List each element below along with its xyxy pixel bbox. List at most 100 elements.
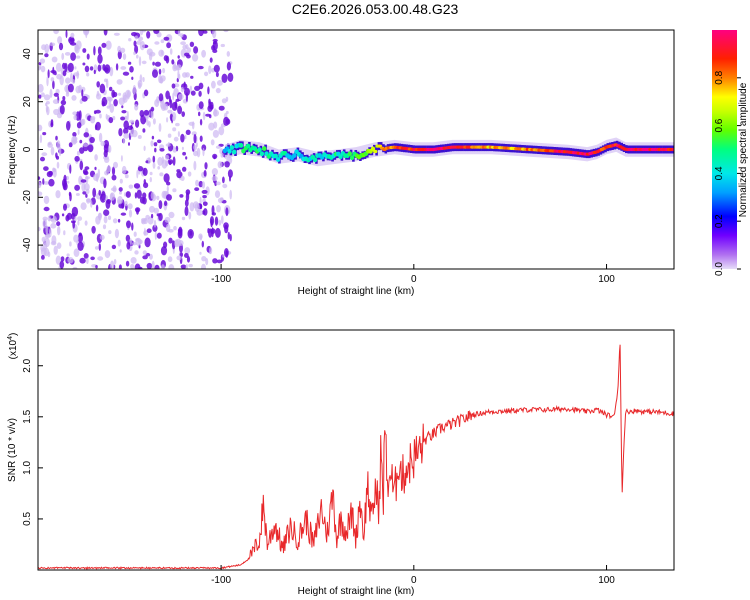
noise-dot (156, 195, 160, 200)
noise-dot (99, 234, 105, 240)
noise-dot (176, 255, 182, 261)
noise-dot (135, 119, 140, 128)
noise-dot (180, 264, 187, 269)
noise-dot (84, 220, 88, 226)
noise-dot (190, 90, 196, 96)
noise-dot (171, 83, 176, 89)
noise-dot (119, 178, 123, 184)
noise-dot (75, 55, 81, 59)
noise-dot (151, 213, 154, 219)
noise-dot (201, 144, 207, 151)
noise-dot (153, 219, 157, 228)
noise-dot (43, 242, 48, 251)
noise-dot (38, 226, 41, 232)
noise-dot (56, 112, 63, 119)
noise-dot (93, 110, 97, 115)
noise-dot (188, 121, 195, 126)
noise-dot (224, 224, 229, 234)
noise-dot (92, 187, 97, 198)
noise-dot (216, 259, 223, 264)
noise-dot (208, 122, 215, 131)
noise-dot (211, 168, 218, 176)
noise-dot (208, 228, 213, 238)
noise-dot (152, 155, 156, 163)
noise-dot (133, 231, 137, 237)
ridge-cell (373, 149, 378, 154)
noise-dot (95, 93, 102, 100)
noise-dot (163, 36, 170, 41)
noise-dot (42, 132, 47, 136)
noise-dot (209, 247, 213, 255)
noise-dot (71, 220, 76, 224)
noise-dot (108, 230, 112, 235)
noise-dot (183, 81, 186, 88)
noise-dot (123, 120, 129, 130)
noise-dot (126, 220, 131, 229)
noise-dot (166, 117, 169, 123)
noise-dot (70, 52, 76, 61)
noise-dot (123, 127, 129, 135)
noise-dot (192, 53, 199, 62)
noise-dot (38, 181, 42, 189)
noise-dot (165, 143, 171, 147)
noise-dot (172, 115, 175, 121)
noise-dot (67, 180, 70, 184)
noise-dot (123, 132, 130, 139)
noise-dot (193, 160, 197, 171)
noise-dot (104, 250, 111, 259)
noise-dot (59, 104, 65, 115)
noise-dot (70, 42, 77, 46)
noise-dot (48, 170, 54, 176)
noise-dot (52, 99, 60, 105)
noise-dot (55, 62, 62, 72)
noise-dot (80, 179, 87, 183)
noise-dot (168, 211, 175, 219)
noise-dot (154, 61, 161, 67)
noise-dot (103, 149, 108, 158)
noise-dot (52, 168, 57, 178)
noise-dot (164, 154, 170, 160)
noise-dot (40, 65, 46, 73)
noise-dot (43, 181, 49, 185)
noise-dot (50, 70, 57, 74)
noise-dot (138, 56, 142, 67)
noise-dot (227, 72, 234, 83)
noise-dot (90, 200, 93, 208)
noise-dot (201, 263, 206, 269)
ridge-cell (347, 151, 352, 157)
noise-dot (48, 178, 55, 187)
noise-dot (153, 207, 159, 214)
noise-dot (150, 106, 155, 112)
ridge-cell (671, 147, 674, 152)
noise-dot (134, 104, 139, 111)
y-tick-label: 0.5 (22, 512, 33, 526)
noise-dot (215, 227, 221, 238)
noise-dot (63, 230, 66, 236)
noise-dot (74, 216, 77, 222)
noise-dot (160, 264, 165, 269)
noise-dot (227, 231, 230, 240)
noise-dot (226, 61, 231, 71)
noise-dot (129, 119, 135, 124)
noise-dot (90, 256, 95, 261)
noise-dot (118, 264, 122, 269)
noise-dot (120, 66, 127, 70)
noise-dot (131, 31, 138, 37)
noise-dot (215, 181, 221, 186)
noise-dot (152, 61, 155, 66)
noise-dot (84, 65, 90, 73)
noise-dot (66, 212, 72, 220)
noise-dot (103, 178, 107, 189)
noise-dot (43, 94, 51, 101)
noise-dot (97, 212, 102, 219)
noise-dot (56, 221, 61, 227)
noise-dot (193, 133, 197, 144)
y-tick-label: 0 (22, 146, 33, 152)
noise-dot (201, 49, 207, 58)
noise-dot (158, 68, 162, 75)
noise-dot (213, 108, 217, 117)
noise-dot (102, 224, 107, 230)
noise-dot (141, 219, 146, 225)
noise-dot (194, 187, 200, 192)
noise-dot (214, 216, 219, 226)
